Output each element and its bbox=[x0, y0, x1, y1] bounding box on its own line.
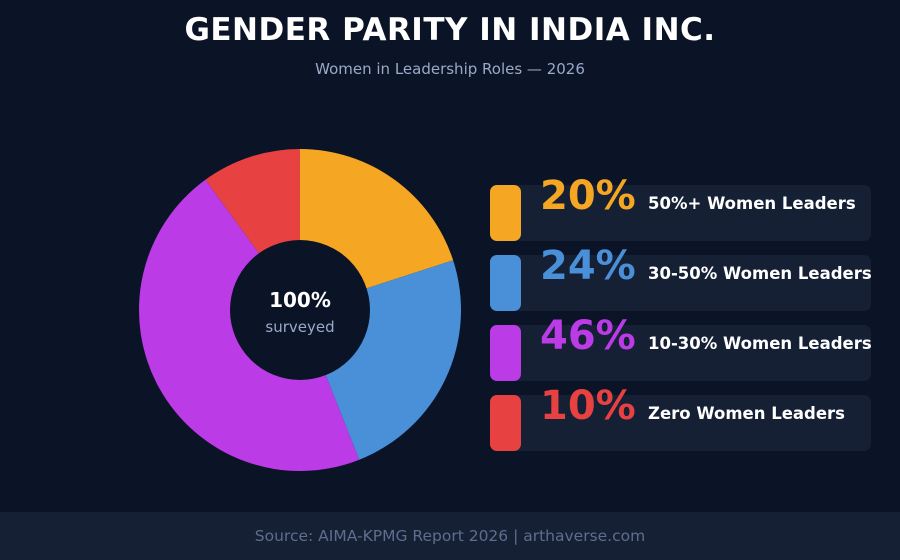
legend-value: 24% bbox=[540, 243, 636, 289]
legend-value: 10% bbox=[540, 383, 636, 429]
legend-swatch bbox=[490, 395, 521, 451]
source-text: Source: AIMA-KPMG Report 2026 | arthaver… bbox=[254, 527, 646, 545]
chart-title: GENDER PARITY IN INDIA INC. bbox=[184, 12, 716, 48]
legend-item-50-women-leaders: 20% 50%+ Women Leaders bbox=[490, 176, 871, 241]
legend-value: 20% bbox=[540, 173, 636, 219]
center-caption: surveyed bbox=[265, 318, 334, 336]
legend-swatch bbox=[490, 255, 521, 311]
legend-item-zero-women-leaders: 10% Zero Women Leaders bbox=[490, 386, 871, 451]
legend-value: 46% bbox=[540, 313, 636, 359]
legend-item-30-50-women-leaders: 24% 30-50% Women Leaders bbox=[490, 246, 872, 311]
legend-label: 50%+ Women Leaders bbox=[648, 194, 856, 213]
center-value: 100% bbox=[269, 288, 331, 312]
chart-subtitle: Women in Leadership Roles — 2026 bbox=[315, 60, 585, 78]
legend-label: Zero Women Leaders bbox=[648, 404, 845, 423]
legend-swatch bbox=[490, 185, 521, 241]
legend-item-10-30-women-leaders: 46% 10-30% Women Leaders bbox=[490, 316, 872, 381]
footer-bar: Source: AIMA-KPMG Report 2026 | arthaver… bbox=[0, 512, 900, 560]
legend: 20% 50%+ Women Leaders 24% 30-50% Women Lea… bbox=[490, 176, 872, 465]
legend-label: 10-30% Women Leaders bbox=[648, 334, 872, 353]
donut-hole bbox=[230, 240, 370, 380]
legend-swatch bbox=[490, 325, 521, 381]
donut-chart: 100% surveyed bbox=[139, 149, 461, 471]
legend-label: 30-50% Women Leaders bbox=[648, 264, 872, 283]
